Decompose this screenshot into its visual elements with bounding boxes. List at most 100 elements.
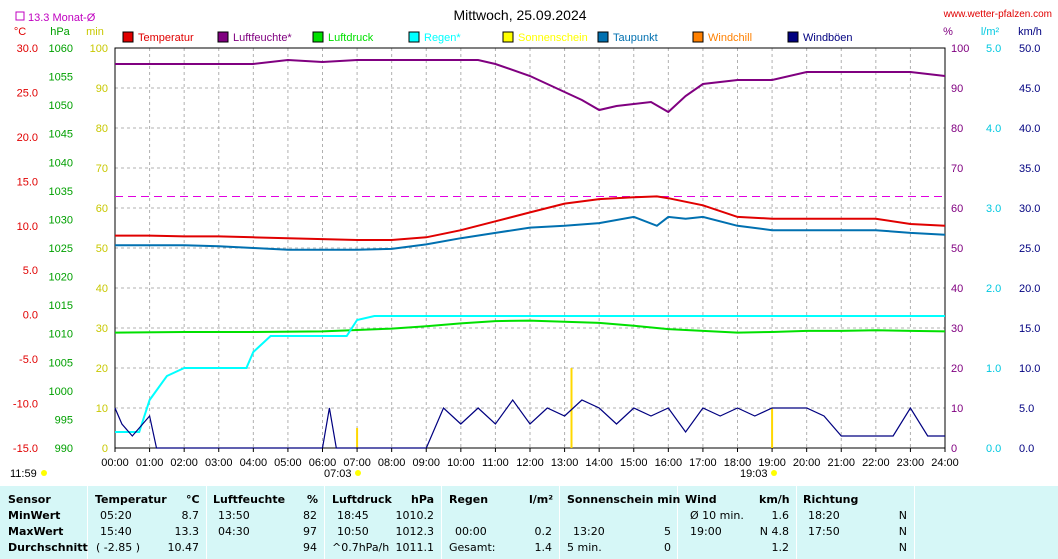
x-tick-label: 02:00 — [170, 457, 198, 469]
sunset-icon — [771, 470, 777, 476]
weather-chart: 30.0 25.0 20.0 15.0 10.0 5.0 0.0 -5.0 -10.0 -15.0… — [10, 7, 1052, 480]
y-tick-label: 40 — [951, 283, 963, 295]
x-tick-label: 10:00 — [447, 457, 475, 469]
y-tick-label: 80 — [951, 123, 963, 135]
x-axis: 00:00 01:00 02:00 03:00 04:00 05:00 06:00 07:00… — [101, 448, 959, 469]
update-time: 11:59 — [10, 468, 37, 480]
row-max-d-time: 17:50 — [808, 525, 840, 538]
legend-label: Luftdruck — [328, 32, 374, 44]
y-tick-label: 50 — [96, 243, 108, 255]
y-tick-label: 20.0 — [1019, 283, 1040, 295]
y-tick-label: 40.0 — [1019, 123, 1040, 135]
row-max-s-val: 5 — [664, 525, 671, 538]
x-tick-label: 21:00 — [827, 457, 855, 469]
y-tick-label: 1005 — [49, 357, 73, 369]
y-tick-label: 40 — [96, 283, 108, 295]
x-tick-label: 04:00 — [240, 457, 268, 469]
series-line — [114, 319, 946, 334]
row-max-d-val: N — [898, 525, 907, 538]
y-tick-label: 45.0 — [1019, 83, 1040, 95]
row-max-t-val: 13.3 — [174, 525, 200, 538]
hdr-rain-unit: l/m² — [529, 493, 554, 506]
y-tick-label: 1035 — [49, 186, 73, 198]
series-layer — [114, 58, 946, 449]
y-tick-label: 100 — [951, 43, 969, 55]
row-avg-r-time: Gesamt: — [449, 541, 496, 554]
row-min-w-time: Ø 10 min. — [690, 509, 744, 522]
y-tick-label: 4.0 — [986, 123, 1001, 135]
y-tick-label: 25.0 — [17, 87, 38, 99]
y-tick-label: 10.0 — [1019, 363, 1040, 375]
x-tick-label: 08:00 — [378, 457, 406, 469]
x-tick-label: 13:00 — [551, 457, 579, 469]
y-tick-label: 995 — [55, 414, 73, 426]
site-link[interactable]: www.wetter-pfalzen.com — [943, 9, 1052, 20]
row-avg-p-val: 1011.1 — [395, 541, 435, 554]
legend-swatch — [597, 31, 609, 43]
hdr-rain: Regen — [449, 493, 489, 506]
y-tick-label: 90 — [951, 83, 963, 95]
chart-title: Mittwoch, 25.09.2024 — [453, 7, 586, 23]
row-avg-h-val: 94 — [303, 541, 317, 554]
legend-label: Sonnenschein — [518, 32, 588, 44]
y-tick-label: 25.0 — [1019, 243, 1040, 255]
axis-unit-label: l/m² — [981, 26, 1000, 38]
hdr-temp: Temperatur — [95, 493, 167, 506]
y-tick-label: 1045 — [49, 129, 73, 141]
hdr-dir: Richtung — [803, 493, 859, 506]
x-tick-label: 20:00 — [793, 457, 821, 469]
x-tick-label: 03:00 — [205, 457, 233, 469]
hdr-temp-unit: °C — [186, 493, 200, 506]
y-tick-label: 0 — [102, 443, 108, 455]
monthly-avg-label: 13.3 Monat-Ø — [28, 12, 96, 24]
x-tick-label: 05:00 — [274, 457, 302, 469]
legend-label: Windchill — [708, 32, 752, 44]
x-tick-label: 09:00 — [412, 457, 440, 469]
y-tick-label: 30.0 — [17, 43, 38, 55]
sun-icon — [41, 470, 47, 476]
row-max-r-time: 00:00 — [455, 525, 487, 538]
series-line — [115, 195, 946, 241]
y-tick-label: 80 — [96, 123, 108, 135]
x-tick-label: 22:00 — [862, 457, 890, 469]
y-tick-label: 0 — [951, 443, 957, 455]
row-max-h-val: 97 — [303, 525, 317, 538]
y-tick-label: 1015 — [49, 300, 73, 312]
x-tick-label: 16:00 — [655, 457, 683, 469]
x-tick-label: 17:00 — [689, 457, 717, 469]
y-tick-label: 50 — [951, 243, 963, 255]
y-tick-label: 20 — [96, 363, 108, 375]
y-tick-label: 30.0 — [1019, 203, 1040, 215]
series-line — [115, 58, 946, 114]
y-tick-label: 70 — [951, 163, 963, 175]
y-tick-label: 1025 — [49, 243, 73, 255]
y-tick-label: 90 — [96, 83, 108, 95]
row-max-h-time: 04:30 — [218, 525, 250, 538]
row-avg-t-val: 10.47 — [167, 541, 200, 554]
series-line — [114, 398, 945, 449]
y-tick-label: 70 — [96, 163, 108, 175]
legend: Temperatur Luftfeuchte* Luftdruck Regen* Son… — [122, 31, 853, 44]
hdr-hum-unit: % — [307, 493, 319, 506]
row-avg-p-time: ^0.7hPa/h — [332, 541, 390, 554]
legend-swatch — [312, 31, 324, 43]
row-max-p-val: 1012.3 — [395, 525, 435, 538]
legend-label: Regen* — [424, 32, 461, 44]
row-min-label: MinWert — [8, 509, 61, 522]
row-min-d-time: 18:20 — [808, 509, 840, 522]
y-tick-label: 1000 — [49, 386, 73, 398]
x-tick-label: 15:00 — [620, 457, 648, 469]
y-tick-label: 15.0 — [17, 176, 38, 188]
y-tick-label: 990 — [55, 443, 73, 455]
y-tick-label: 10 — [951, 403, 963, 415]
hdr-sun: Sonnenschein min — [567, 493, 681, 506]
row-max-w-val: N 4.8 — [759, 525, 789, 538]
hdr-press-unit: hPa — [411, 493, 435, 506]
axis-unit-label: % — [943, 26, 953, 38]
y-tick-label: 35.0 — [1019, 163, 1040, 175]
legend-label: Windböen — [803, 32, 853, 44]
y-tick-label: 0.0 — [23, 310, 38, 322]
y-tick-label: 50.0 — [1019, 43, 1040, 55]
y-tick-label: -15.0 — [13, 443, 38, 455]
sunrise-time: 07:03 — [324, 468, 352, 480]
